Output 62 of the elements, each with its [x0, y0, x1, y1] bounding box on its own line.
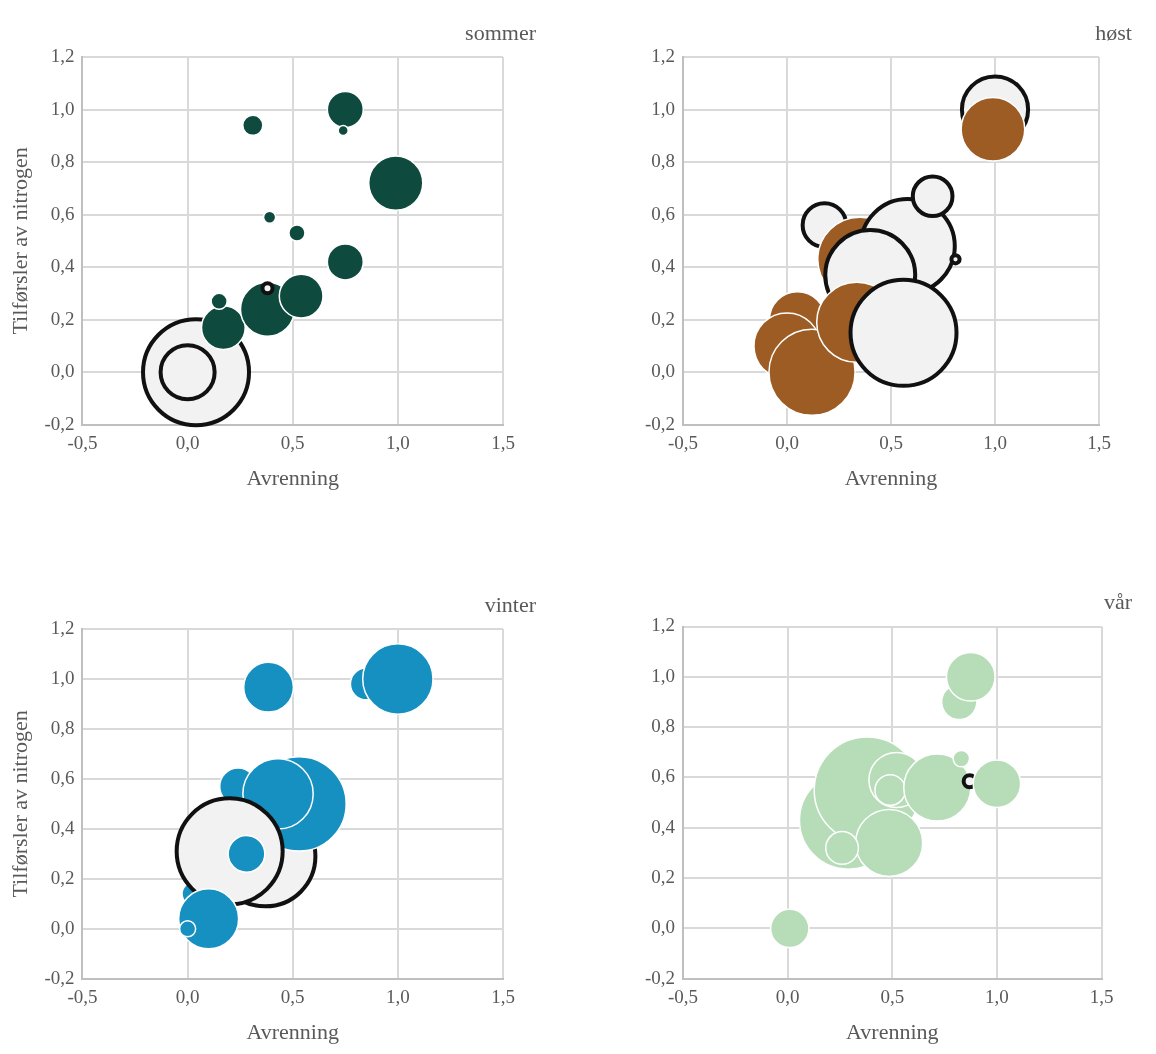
x-tick-label: 0,5: [879, 432, 903, 454]
y-tick-label: -0,2: [44, 412, 75, 434]
y-tick-label: 1,2: [651, 614, 676, 636]
y-tick-label: 0,2: [651, 307, 676, 329]
x-tick-label: -0,5: [668, 432, 699, 454]
x-tick-label: 0,5: [880, 986, 905, 1008]
y-tick-label: 0,8: [50, 716, 75, 738]
x-tick-label: 0,5: [280, 432, 305, 454]
y-tick-label: 0,6: [50, 766, 75, 788]
x-axis-title: Avrenning: [846, 1018, 939, 1044]
x-tick-label: 1,5: [491, 986, 515, 1008]
chart-title: vår: [1103, 589, 1133, 615]
y-tick-label: -0,2: [44, 966, 75, 988]
y-tick-label: 1,0: [651, 97, 676, 119]
y-tick-label: 0,2: [50, 866, 75, 888]
y-axis-title: Tilførsler av nitrogen: [6, 147, 32, 335]
x-tick-label: -0,5: [67, 986, 98, 1008]
y-tick-label: 0,6: [50, 202, 75, 224]
y-tick-label: 0,0: [50, 360, 75, 382]
x-tick-label: -0,5: [67, 432, 98, 454]
x-tick-label: 1,0: [385, 432, 410, 454]
x-tick-label: 0,0: [775, 432, 799, 454]
y-tick-label: 0,4: [50, 255, 75, 277]
x-tick-label: 1,0: [983, 432, 1007, 454]
y-tick-label: 1,2: [50, 44, 75, 66]
x-tick-label: 0,5: [280, 986, 305, 1008]
y-tick-label: 0,0: [651, 360, 676, 382]
y-tick-label: 0,8: [651, 150, 676, 172]
y-tick-label: 0,0: [651, 916, 676, 938]
y-tick-label: 0,8: [651, 715, 676, 737]
y-tick-label: 0,2: [651, 866, 676, 888]
y-tick-label: 1,2: [651, 44, 676, 66]
y-tick-label: -0,2: [645, 412, 676, 434]
x-axis-title: Avrenning: [246, 464, 339, 490]
chart-title: høst: [1095, 19, 1132, 45]
y-tick-label: 0,4: [651, 255, 676, 277]
y-tick-label: 0,6: [651, 202, 676, 224]
x-tick-label: 1,5: [1087, 432, 1111, 454]
y-tick-label: 0,0: [50, 916, 75, 938]
chart-title: vinter: [484, 591, 537, 617]
y-tick-label: 0,4: [50, 816, 75, 838]
x-tick-label: -0,5: [668, 986, 699, 1008]
y-tick-label: 0,8: [50, 150, 75, 172]
y-tick-label: 1,0: [651, 664, 676, 686]
y-tick-label: -0,2: [645, 966, 676, 988]
y-tick-label: 1,0: [50, 97, 75, 119]
x-tick-label: 0,0: [175, 432, 200, 454]
y-tick-label: 1,0: [50, 666, 75, 688]
x-axis-title: Avrenning: [246, 1018, 339, 1044]
x-tick-label: 1,0: [385, 986, 410, 1008]
chart-title: sommer: [465, 19, 537, 45]
y-axis-title: Tilførsler av nitrogen: [6, 710, 32, 898]
y-tick-label: 0,6: [651, 765, 676, 787]
x-tick-label: 1,5: [1089, 986, 1114, 1008]
x-tick-label: 0,0: [175, 986, 200, 1008]
x-axis-title: Avrenning: [844, 464, 938, 490]
y-tick-label: 0,4: [651, 815, 676, 837]
y-tick-label: 0,2: [50, 307, 75, 329]
y-tick-label: 1,2: [50, 616, 75, 638]
x-tick-label: 1,0: [985, 986, 1009, 1008]
x-tick-label: 0,0: [775, 986, 800, 1008]
x-tick-label: 1,5: [491, 432, 515, 454]
